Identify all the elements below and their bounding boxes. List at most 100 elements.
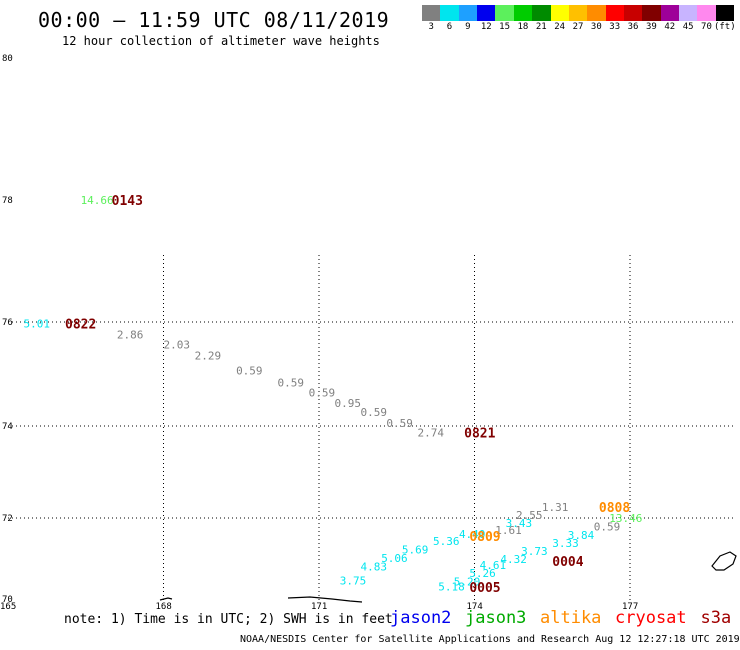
legend-label: 3 — [428, 22, 434, 32]
pass-time-label: 0821 — [464, 426, 495, 441]
wave-height-label: 2.29 — [195, 349, 222, 362]
lon-tick-label: 165 — [0, 602, 16, 612]
legend-swatch — [495, 5, 514, 21]
pass-time-label: 0143 — [112, 194, 143, 209]
color-legend — [422, 5, 735, 21]
wave-height-label: 5.36 — [433, 535, 460, 548]
pass-time-label: 0005 — [469, 581, 500, 596]
pass-time-label: 0808 — [599, 501, 630, 516]
legend-label: 15 — [499, 22, 510, 32]
legend-label: 6 — [446, 22, 453, 32]
lon-tick-label: 171 — [311, 602, 327, 612]
wave-height-label: 2.55 — [516, 509, 543, 522]
lat-tick-label: 70 — [2, 595, 13, 605]
wave-height-label: 14.66 — [81, 194, 114, 207]
wave-height-label: 2.74 — [417, 426, 444, 439]
wave-height-label: 1.31 — [542, 501, 569, 514]
legend-label: 24 — [554, 22, 566, 32]
wave-height-label: 3.84 — [568, 529, 595, 542]
legend-swatch — [660, 5, 680, 21]
legend-label: 12 — [480, 22, 492, 32]
legend-swatch — [642, 5, 661, 21]
wave-height-label: 3.33 — [552, 537, 579, 550]
pass-time-labels: 0143 0822 0821 0808 0809 0004 0005 — [65, 194, 630, 596]
wave-height-label: 0.59 — [278, 376, 305, 389]
legend-swatch — [587, 5, 606, 21]
lat-tick-label: 72 — [2, 514, 13, 524]
legend-swatch — [532, 5, 551, 21]
wave-height-label: 1.61 — [495, 524, 522, 537]
wave-height-label: 4.32 — [500, 553, 526, 566]
legend-swatch — [715, 5, 735, 21]
pass-time-label: 0809 — [469, 530, 500, 545]
wave-height-label: 4.40 — [459, 528, 486, 541]
legend-label: 42 — [664, 22, 676, 32]
legend-label: 39 — [645, 22, 657, 32]
wave-height-label: 0.59 — [386, 417, 413, 430]
legend-swatch — [550, 5, 569, 21]
lat-tick-label: 74 — [2, 422, 13, 432]
axis-labels: 70 72 74 76 78 80 165 168 171 174 177 — [0, 54, 638, 612]
legend-label: 33 — [609, 22, 621, 32]
legend-label: 27 — [572, 22, 584, 32]
observation-labels: 14.665.012.862.032.290.590.590.590.950.5… — [24, 194, 643, 593]
map-note: note: 1) Time is in UTC; 2) SWH is in fe… — [64, 612, 393, 627]
legend-swatch — [623, 5, 643, 21]
color-legend-labels: 3 6 9 12 15 18 21 24 27 30 33 36 39 42 45 70 (ft) — [422, 22, 736, 34]
legend-label: 36 — [627, 22, 639, 32]
legend-label: 45 — [682, 22, 694, 32]
satellite-jason2: jason2 — [390, 608, 452, 628]
pass-time-label: 0822 — [65, 318, 96, 333]
lat-tick-label: 76 — [2, 318, 13, 328]
wave-height-label: 5.01 — [24, 318, 51, 331]
wave-height-label: 3.43 — [506, 517, 532, 530]
lat-tick-label: 80 — [2, 54, 13, 64]
wave-height-label: 5.18 — [438, 580, 465, 593]
legend-label: 9 — [465, 22, 471, 32]
coastline-segment — [287, 596, 363, 603]
wave-height-label: 3.73 — [521, 545, 548, 558]
wave-height-label: 5.69 — [402, 544, 429, 557]
wave-height-label: 5.20 — [454, 576, 481, 589]
wave-height-label: 0.59 — [236, 364, 262, 377]
legend-unit: (ft) — [713, 22, 736, 32]
legend-swatch — [458, 5, 478, 21]
lon-tick-label: 177 — [622, 602, 638, 612]
coastline-segment — [711, 551, 737, 571]
legend-label: 21 — [535, 22, 547, 32]
wave-height-label: 4.61 — [480, 559, 507, 572]
satellite-cryosat: cryosat — [615, 608, 687, 628]
legend-swatch — [568, 5, 588, 21]
lon-tick-label: 168 — [156, 602, 172, 612]
wave-height-label: 2.03 — [164, 338, 191, 351]
legend-swatch — [477, 5, 496, 21]
legend-swatch — [605, 5, 624, 21]
wave-height-label: 0.59 — [594, 521, 621, 534]
legend-swatch — [697, 5, 716, 21]
legend-swatch — [679, 5, 698, 21]
map-subtitle: 12 hour collection of altimeter wave hei… — [62, 34, 380, 48]
wave-height-label: 13.46 — [609, 512, 642, 525]
legend-swatch — [513, 5, 533, 21]
wave-height-label: 3.75 — [340, 574, 367, 587]
wave-height-label: 5.26 — [469, 567, 496, 580]
lon-tick-label: 174 — [467, 602, 483, 612]
wave-height-label: 0.95 — [335, 397, 362, 410]
wave-height-label: 5.06 — [381, 552, 408, 565]
satellite-jason3: jason3 — [465, 608, 527, 628]
wave-height-label: 0.59 — [360, 406, 387, 419]
coastline — [159, 551, 737, 603]
lat-tick-label: 78 — [2, 196, 13, 206]
wave-height-label: 4.83 — [360, 560, 387, 573]
legend-swatch — [422, 5, 441, 21]
lat-lon-grid — [8, 255, 735, 600]
satellite-s3a: s3a — [700, 608, 732, 628]
wave-height-label: 2.86 — [117, 328, 144, 341]
wave-height-label: 0.59 — [309, 387, 336, 400]
coastline-segment — [159, 597, 173, 601]
pass-time-label: 0004 — [552, 555, 583, 570]
map-title: 00:00 – 11:59 UTC 08/11/2019 — [38, 8, 390, 32]
legend-label: 18 — [517, 22, 529, 32]
legend-label: 70 — [701, 22, 712, 32]
